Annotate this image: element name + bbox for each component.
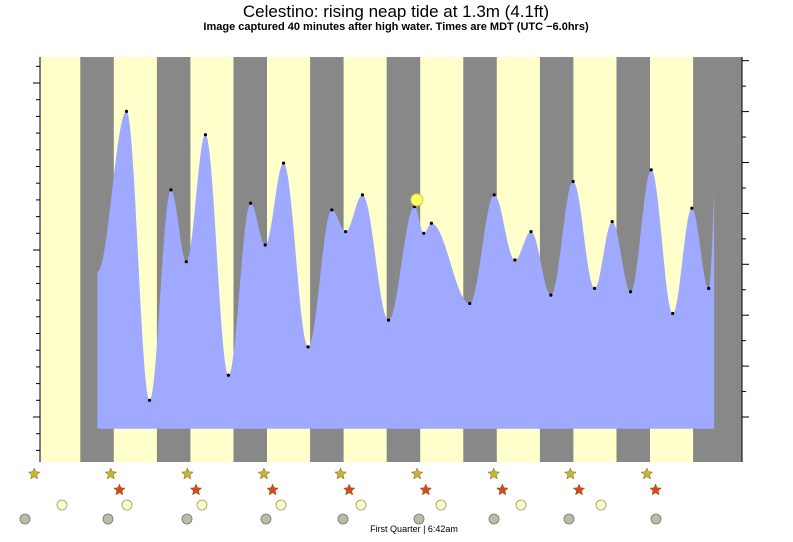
tide-extreme-point (249, 201, 253, 205)
tide-extreme-point (690, 206, 694, 210)
sunrise-icon (410, 467, 424, 480)
tide-area (97, 111, 715, 429)
moonrise-icon (196, 499, 208, 511)
tide-extreme-point (429, 221, 434, 225)
sunset-icon (342, 483, 356, 496)
sunrise-icon (27, 467, 41, 480)
tide-extreme-point (571, 179, 575, 184)
tide-extreme-point (147, 398, 152, 402)
chart-subtitle: Image captured 40 minutes after high wat… (203, 21, 589, 33)
tide-extreme-point (226, 373, 231, 377)
moonset-icon (19, 513, 31, 525)
tide-extreme-point (281, 161, 286, 165)
sunrise-icon (334, 467, 347, 480)
tide-extreme-point (671, 311, 675, 316)
chart-title: Celestino: rising neap tide at 1.3m (4.1… (243, 2, 549, 21)
sunrise-icon (640, 467, 654, 480)
moonrise-icon (355, 499, 367, 511)
tide-extreme-point (263, 243, 267, 247)
tide-extreme-point (422, 231, 426, 235)
sunrise-icon (563, 467, 577, 480)
moonrise-icon (275, 499, 287, 511)
tide-extreme-point (649, 168, 653, 172)
moonrise-icon (435, 499, 447, 511)
tide-extreme-point (592, 286, 597, 291)
tide-extreme-point (203, 133, 208, 137)
astronomy-rows (19, 467, 662, 525)
tide-extreme-point (529, 230, 533, 234)
sunset-icon (113, 483, 126, 496)
sunrise-icon (180, 467, 194, 480)
tide-extreme-point (549, 293, 553, 297)
sunrise-icon (487, 467, 501, 480)
tide-extreme-point (184, 260, 188, 264)
axis-tick-lines (33, 57, 749, 462)
current-level-dot (410, 193, 424, 207)
tide-extreme-point (169, 188, 173, 192)
moonset-icon (488, 513, 500, 525)
tide-extreme-point (386, 318, 391, 322)
moonrise-icon (56, 499, 68, 511)
tide-extreme-point (610, 220, 614, 224)
sunset-icon (649, 483, 662, 496)
sunset-icon (266, 483, 279, 496)
moonrise-icon (515, 499, 527, 511)
moonrise-icon (595, 499, 607, 511)
moonset-icon (337, 513, 349, 525)
tide-extreme-point (330, 208, 334, 212)
sunset-icon (496, 483, 509, 496)
tide-extreme-point (707, 286, 711, 291)
sunset-icon (419, 483, 433, 496)
tide-extreme-point (360, 193, 365, 197)
sunset-icon (189, 483, 203, 496)
current-tide-marker (410, 193, 424, 207)
tide-extreme-point (124, 109, 129, 113)
sunset-icon (572, 483, 586, 496)
sunrise-icon (104, 467, 118, 480)
tide-extreme-point (513, 258, 517, 262)
tide-extreme-point (306, 345, 310, 349)
moonset-icon (650, 513, 662, 525)
moonset-icon (563, 513, 575, 525)
moonset-icon (260, 513, 272, 525)
tide-extreme-point (344, 230, 348, 234)
tide-extreme-point (492, 193, 496, 197)
moon-phase-label: First Quarter | 6:42am (370, 524, 458, 534)
tide-extreme-point (468, 301, 472, 306)
moonset-icon (102, 513, 114, 525)
moonset-icon (181, 513, 193, 525)
moonrise-icon (121, 499, 133, 511)
day-band (40, 57, 81, 462)
tide-extreme-point (628, 290, 633, 294)
sunrise-icon (257, 467, 271, 480)
moonset-icon (413, 513, 425, 525)
tide-extreme-markers (124, 109, 711, 402)
